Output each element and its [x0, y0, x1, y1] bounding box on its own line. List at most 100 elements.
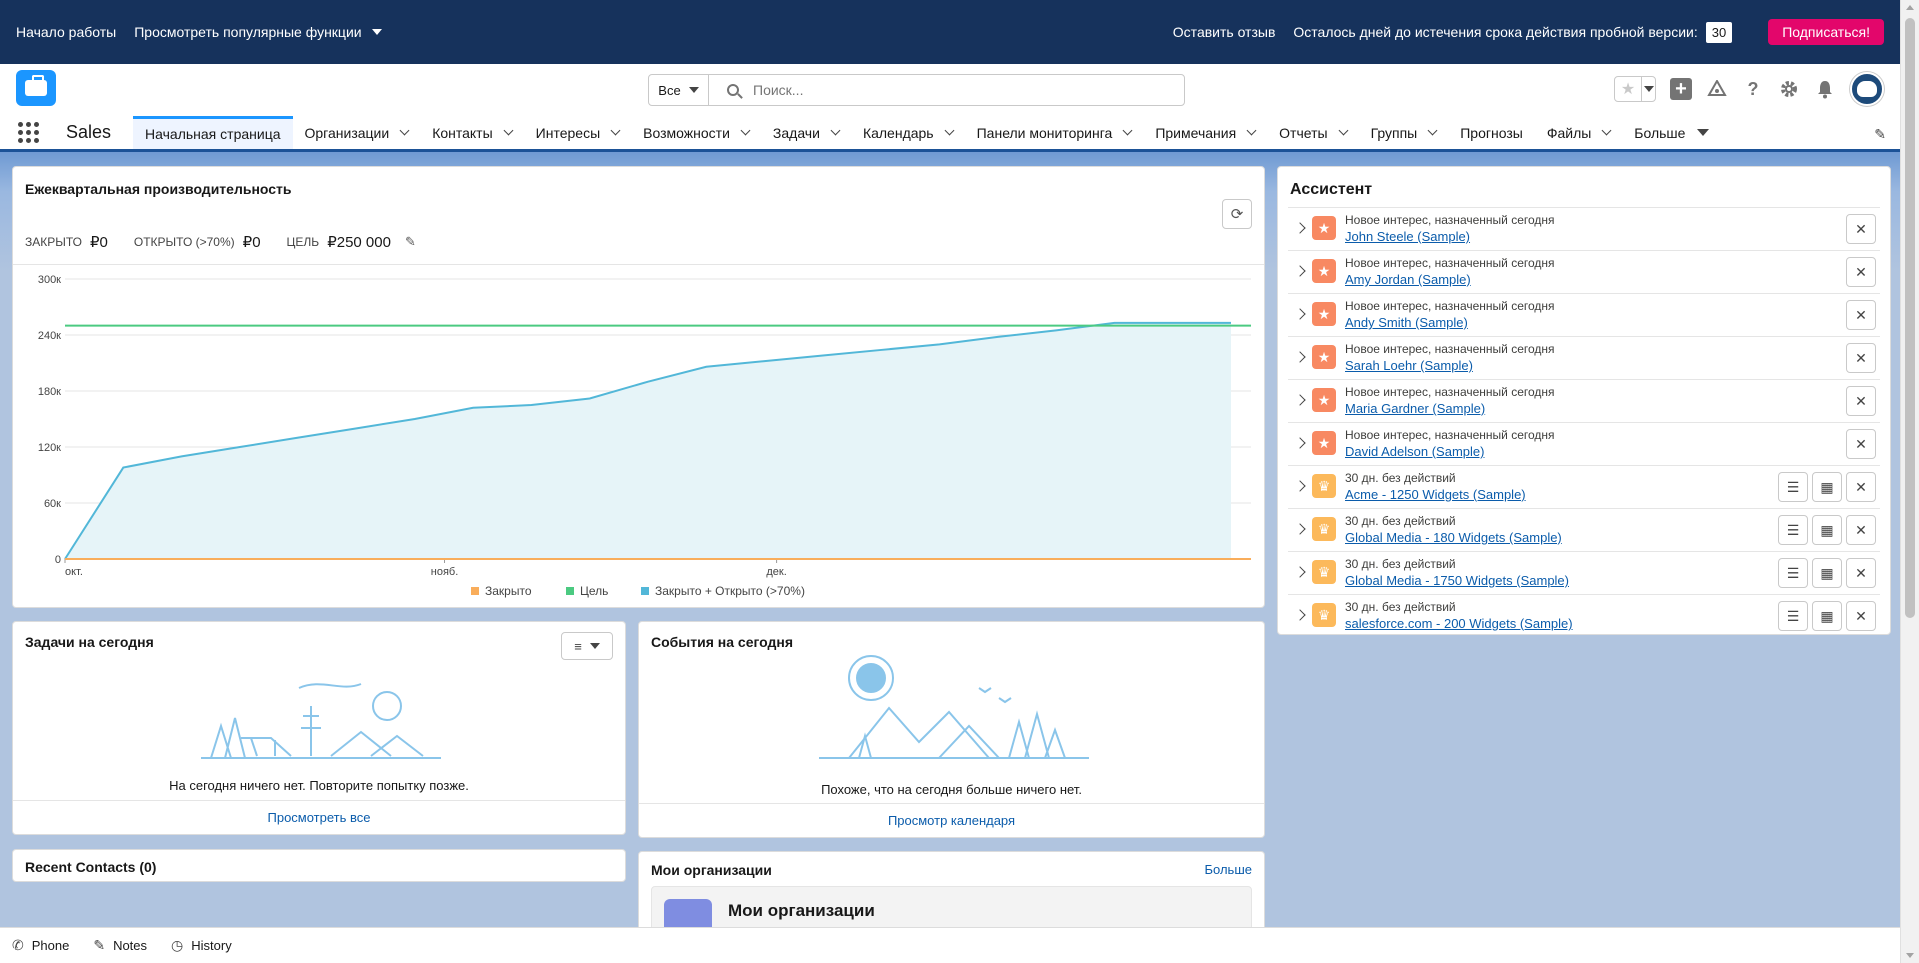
nav-tab-files[interactable]: Файлы [1535, 116, 1622, 149]
nav-tab-home[interactable]: Начальная страница [133, 116, 293, 149]
page-scrollbar[interactable] [1900, 0, 1919, 963]
chevron-down-icon[interactable] [1338, 125, 1349, 136]
assistant-record-link[interactable]: David Adelson (Sample) [1345, 444, 1485, 459]
popular-features-menu[interactable]: Просмотреть популярные функции [134, 24, 382, 40]
chevron-right-icon[interactable] [1294, 394, 1306, 406]
assistant-record-link[interactable]: salesforce.com - 200 Widgets (Sample) [1345, 616, 1573, 631]
nav-tab-leads[interactable]: Интересы [524, 116, 631, 149]
nav-tab-more[interactable]: Больше [1622, 116, 1721, 149]
nav-tab-calendar[interactable]: Календарь [851, 116, 965, 149]
nav-tab-notes[interactable]: Примечания [1143, 116, 1267, 149]
chevron-down-icon[interactable] [1427, 125, 1438, 136]
chevron-down-icon[interactable] [1122, 125, 1133, 136]
chevron-right-icon[interactable] [1294, 523, 1306, 535]
chevron-down-icon[interactable] [830, 125, 841, 136]
assistant-record-link[interactable]: Sarah Loehr (Sample) [1345, 358, 1473, 373]
help-icon[interactable]: ? [1747, 78, 1759, 99]
chevron-right-icon[interactable] [1294, 308, 1306, 320]
chevron-right-icon[interactable] [1294, 437, 1306, 449]
lead-star-icon: ★ [1312, 216, 1336, 240]
trailhead-icon[interactable] [1706, 78, 1728, 100]
gear-icon[interactable] [1778, 78, 1800, 100]
utility-history[interactable]: ◷ History [171, 937, 232, 954]
search-input[interactable] [753, 82, 1153, 98]
calendar-icon[interactable]: ▦ [1812, 601, 1842, 631]
scroll-up-icon[interactable] [1906, 5, 1914, 10]
getting-started-link[interactable]: Начало работы [16, 24, 117, 40]
assistant-record-link[interactable]: Maria Gardner (Sample) [1345, 401, 1486, 416]
edit-nav-pencil-icon[interactable]: ✎ [1874, 126, 1886, 142]
assistant-record-link[interactable]: John Steele (Sample) [1345, 229, 1471, 244]
lead-star-icon: ★ [1312, 431, 1336, 455]
feedback-link[interactable]: Оставить отзыв [1172, 24, 1276, 40]
calendar-icon[interactable]: ▦ [1812, 558, 1842, 588]
refresh-icon[interactable]: ⟳ [1222, 199, 1252, 229]
calendar-icon[interactable]: ▦ [1812, 515, 1842, 545]
salesforce-logo-icon[interactable] [16, 70, 56, 106]
chevron-right-icon[interactable] [1294, 265, 1306, 277]
close-icon[interactable]: ✕ [1846, 214, 1876, 244]
nav-tab-opportunities[interactable]: Возможности [631, 116, 761, 149]
chevron-down-icon[interactable] [610, 125, 621, 136]
nav-tab-accounts[interactable]: Организации [293, 116, 421, 149]
close-icon[interactable]: ✕ [1846, 386, 1876, 416]
chevron-down-icon[interactable] [399, 125, 410, 136]
bell-icon[interactable] [1814, 78, 1836, 100]
new-task-icon[interactable]: ☰ [1778, 601, 1808, 631]
utility-phone[interactable]: ✆ Phone [12, 937, 69, 954]
divider [13, 264, 1264, 265]
app-launcher-waffle-icon[interactable] [0, 116, 56, 149]
chevron-down-icon[interactable] [944, 125, 955, 136]
assistant-record-link[interactable]: Global Media - 180 Widgets (Sample) [1345, 530, 1562, 545]
nav-tab-contacts[interactable]: Контакты [420, 116, 523, 149]
close-icon[interactable]: ✕ [1846, 601, 1876, 631]
subscribe-button[interactable]: Подписаться! [1768, 19, 1884, 45]
close-icon[interactable]: ✕ [1846, 257, 1876, 287]
assistant-row: ♛ 30 дн. без действий salesforce.com - 200… [1288, 594, 1880, 637]
favorites-dropdown[interactable] [1641, 77, 1655, 101]
new-task-icon[interactable]: ☰ [1778, 515, 1808, 545]
chevron-right-icon[interactable] [1294, 480, 1306, 492]
chevron-down-icon[interactable] [503, 125, 514, 136]
more-link[interactable]: Больше [1204, 862, 1253, 877]
view-calendar-link[interactable]: Просмотр календаря [639, 803, 1264, 837]
user-avatar[interactable] [1850, 72, 1884, 106]
chevron-down-icon[interactable] [1601, 125, 1612, 136]
nav-tab-reports[interactable]: Отчеты [1267, 116, 1358, 149]
assistant-record-link[interactable]: Global Media - 1750 Widgets (Sample) [1345, 573, 1569, 588]
calendar-icon[interactable]: ▦ [1812, 472, 1842, 502]
close-icon[interactable]: ✕ [1846, 300, 1876, 330]
assistant-record-link[interactable]: Andy Smith (Sample) [1345, 315, 1468, 330]
scroll-thumb[interactable] [1905, 18, 1915, 618]
chevron-right-icon[interactable] [1294, 222, 1306, 234]
view-all-link[interactable]: Просмотреть все [13, 800, 625, 834]
nav-tab-groups[interactable]: Группы [1359, 116, 1449, 149]
nav-tab-tasks[interactable]: Задачи [761, 116, 851, 149]
new-task-icon[interactable]: ☰ [1778, 472, 1808, 502]
global-actions-plus-icon[interactable]: + [1670, 78, 1692, 100]
chevron-right-icon[interactable] [1294, 351, 1306, 363]
close-icon[interactable]: ✕ [1846, 472, 1876, 502]
nav-tab-label: Отчеты [1279, 124, 1328, 141]
close-icon[interactable]: ✕ [1846, 558, 1876, 588]
favorites-button[interactable]: ★ [1614, 76, 1656, 102]
edit-goal-pencil-icon[interactable]: ✎ [404, 234, 416, 249]
chevron-down-icon[interactable] [1246, 125, 1257, 136]
close-icon[interactable]: ✕ [1846, 429, 1876, 459]
closed-value: ₽0 [90, 234, 108, 251]
nav-tab-forecasts[interactable]: Прогнозы [1448, 116, 1535, 149]
scroll-down-icon[interactable] [1906, 953, 1914, 958]
new-task-icon[interactable]: ☰ [1778, 558, 1808, 588]
close-icon[interactable]: ✕ [1846, 343, 1876, 373]
assistant-record-link[interactable]: Acme - 1250 Widgets (Sample) [1345, 487, 1526, 502]
card-title: Ассистент [1290, 181, 1373, 198]
search-scope-dropdown[interactable]: Все [649, 75, 709, 105]
nav-tab-dashboards[interactable]: Панели мониторинга [965, 116, 1144, 149]
chevron-down-icon[interactable] [740, 125, 751, 136]
task-filter-button[interactable]: ≡ [561, 632, 613, 660]
close-icon[interactable]: ✕ [1846, 515, 1876, 545]
utility-notes[interactable]: ✎ Notes [93, 937, 147, 954]
chevron-right-icon[interactable] [1294, 609, 1306, 621]
chevron-right-icon[interactable] [1294, 566, 1306, 578]
assistant-record-link[interactable]: Amy Jordan (Sample) [1345, 272, 1471, 287]
